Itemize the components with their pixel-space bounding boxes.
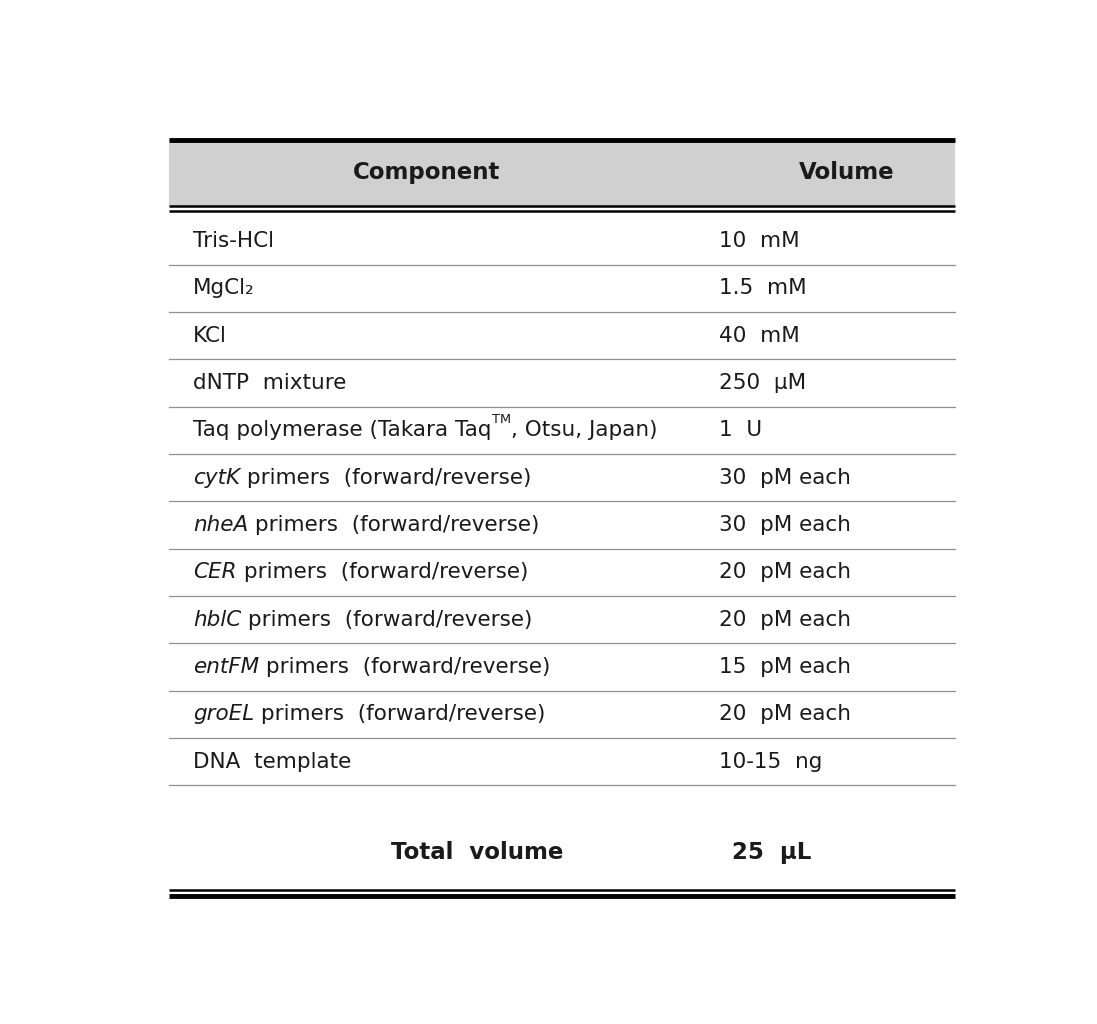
Text: 20  pM each: 20 pM each: [720, 609, 851, 630]
Text: dNTP  mixture: dNTP mixture: [193, 373, 347, 393]
Text: Volume: Volume: [800, 162, 895, 184]
Text: groEL: groEL: [193, 705, 255, 724]
Text: primers  (forward/reverse): primers (forward/reverse): [240, 468, 532, 487]
Text: 250  μM: 250 μM: [720, 373, 806, 393]
Text: entFM: entFM: [193, 657, 259, 677]
Text: 25  μL: 25 μL: [733, 841, 812, 863]
Text: 1.5  mM: 1.5 mM: [720, 279, 807, 298]
Text: MgCl₂: MgCl₂: [193, 279, 255, 298]
Text: 10-15  ng: 10-15 ng: [720, 752, 823, 771]
Text: primers  (forward/reverse): primers (forward/reverse): [249, 515, 540, 535]
Text: 1  U: 1 U: [720, 421, 762, 440]
Text: nheA: nheA: [193, 515, 249, 535]
Text: hblC: hblC: [193, 609, 241, 630]
Text: Tris-HCl: Tris-HCl: [193, 231, 274, 251]
Text: Total  volume: Total volume: [391, 841, 564, 863]
Text: 15  pM each: 15 pM each: [720, 657, 851, 677]
Text: Component: Component: [352, 162, 500, 184]
Text: 40  mM: 40 mM: [720, 326, 800, 346]
Text: 20  pM each: 20 pM each: [720, 562, 851, 583]
Text: cytK: cytK: [193, 468, 240, 487]
Text: CER: CER: [193, 562, 237, 583]
Text: 30  pM each: 30 pM each: [720, 515, 851, 535]
Text: 10  mM: 10 mM: [720, 231, 800, 251]
Text: primers  (forward/reverse): primers (forward/reverse): [259, 657, 551, 677]
Bar: [169, 140, 955, 206]
Text: primers  (forward/reverse): primers (forward/reverse): [241, 609, 533, 630]
Text: , Otsu, Japan): , Otsu, Japan): [511, 421, 657, 440]
Text: TM: TM: [491, 414, 511, 426]
Text: Taq polymerase (Takara Taq: Taq polymerase (Takara Taq: [193, 421, 491, 440]
Text: primers  (forward/reverse): primers (forward/reverse): [237, 562, 529, 583]
Text: 20  pM each: 20 pM each: [720, 705, 851, 724]
Text: 30  pM each: 30 pM each: [720, 468, 851, 487]
Text: primers  (forward/reverse): primers (forward/reverse): [255, 705, 546, 724]
Text: KCl: KCl: [193, 326, 227, 346]
Text: DNA  template: DNA template: [193, 752, 351, 771]
